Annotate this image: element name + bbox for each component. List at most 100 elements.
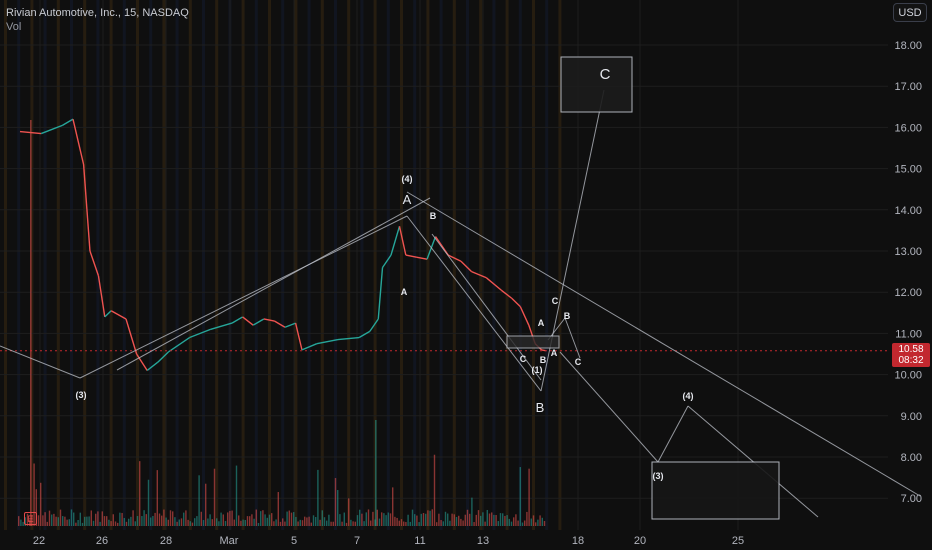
x-tick-label: 13 xyxy=(477,535,489,547)
volume-bar xyxy=(381,512,383,526)
volume-bar xyxy=(315,516,317,526)
volume-bar xyxy=(156,470,158,526)
volume-bar xyxy=(308,516,310,526)
volume-bar xyxy=(431,509,433,526)
session-band xyxy=(281,0,285,530)
y-tick-label: 7.00 xyxy=(901,493,922,505)
volume-bar xyxy=(378,518,381,526)
volume-bar xyxy=(440,520,442,526)
volume-bar xyxy=(356,515,359,526)
volume-bar xyxy=(84,516,86,526)
volume-bar xyxy=(64,516,66,526)
session-band xyxy=(83,0,87,530)
volume-bar xyxy=(506,515,508,526)
volume-bar xyxy=(189,521,191,526)
volume-bar xyxy=(220,512,222,526)
minor-wave xyxy=(564,317,581,359)
volume-bar xyxy=(198,475,200,526)
volume-bar xyxy=(130,516,132,526)
volume-bar xyxy=(244,519,246,526)
current-price-tag: 10.58 08:32 xyxy=(892,343,930,367)
volume-bar xyxy=(117,522,119,526)
volume-bar xyxy=(282,518,284,526)
wave-label: A xyxy=(401,287,408,297)
wave-label: (4) xyxy=(402,174,413,184)
volume-bar xyxy=(330,521,332,526)
volume-bar xyxy=(537,519,539,526)
volume-bar xyxy=(20,519,22,526)
volume-bar xyxy=(513,517,515,526)
volume-bar xyxy=(268,514,271,526)
volume-bar xyxy=(398,520,400,526)
session-band xyxy=(96,0,100,530)
volume-bar xyxy=(502,513,504,526)
volume-bar xyxy=(535,522,537,526)
volume-bar xyxy=(73,512,75,526)
volume-bar xyxy=(442,521,444,526)
volume-bar xyxy=(517,520,519,526)
y-tick-label: 18.00 xyxy=(894,40,922,52)
volume-bar xyxy=(180,518,183,526)
wave-label: B xyxy=(564,311,571,321)
current-price-value: 10.58 xyxy=(898,344,924,355)
volume-bar xyxy=(497,521,499,526)
price-segment xyxy=(284,322,296,328)
session-band xyxy=(545,0,549,530)
session-band xyxy=(56,0,60,530)
volume-bar xyxy=(539,515,541,526)
volume-bar xyxy=(341,521,343,526)
session-band xyxy=(373,0,377,530)
price-segment xyxy=(72,119,85,165)
session-band xyxy=(320,0,324,530)
y-tick-label: 16.00 xyxy=(894,122,922,134)
volume-bar xyxy=(504,515,506,526)
volume-bar xyxy=(79,512,81,526)
volume-bar xyxy=(141,516,143,526)
price-segment xyxy=(381,254,392,268)
volume-bar xyxy=(464,514,466,526)
currency-button[interactable]: USD xyxy=(893,3,927,22)
volume-spike xyxy=(375,420,377,526)
price-segment xyxy=(511,297,521,308)
volume-bar xyxy=(328,514,330,526)
earnings-badge[interactable]: E xyxy=(24,512,37,525)
volume-bar xyxy=(405,522,407,526)
volume-bar xyxy=(301,520,304,526)
x-tick-label: 28 xyxy=(160,535,172,547)
session-band xyxy=(558,0,562,530)
volume-bar xyxy=(176,521,178,526)
volume-bar xyxy=(345,522,348,526)
volume-bar xyxy=(196,516,198,526)
volume-bar xyxy=(224,521,227,526)
volume-bar xyxy=(183,512,185,526)
session-band xyxy=(400,0,403,530)
volume-bar xyxy=(66,519,68,526)
volume-bar xyxy=(249,516,251,526)
volume-bar xyxy=(488,513,491,526)
price-segment xyxy=(19,130,42,135)
x-tick-label: Mar xyxy=(220,535,239,547)
volume-bar xyxy=(253,518,255,526)
volume-bar xyxy=(526,511,528,526)
volume-bar xyxy=(211,519,213,526)
volume-bar xyxy=(246,516,249,526)
y-tick-label: 8.00 xyxy=(901,452,922,464)
volume-bar xyxy=(407,514,409,526)
wave-label: B xyxy=(536,400,545,415)
volume-bar xyxy=(231,510,233,526)
volume-bar xyxy=(319,519,321,526)
volume-bar xyxy=(101,511,103,526)
price-segment xyxy=(316,338,339,345)
volume-bar xyxy=(22,521,24,526)
support-box xyxy=(506,335,560,349)
wave-a-up xyxy=(79,215,408,379)
volume-bar xyxy=(495,515,497,526)
volume-bar xyxy=(352,521,354,526)
volume-bar xyxy=(400,519,403,526)
volume-bar xyxy=(332,521,334,526)
volume-bar xyxy=(543,521,546,526)
volume-bar xyxy=(97,511,99,526)
session-band xyxy=(17,0,21,530)
volume-bar xyxy=(484,521,486,526)
